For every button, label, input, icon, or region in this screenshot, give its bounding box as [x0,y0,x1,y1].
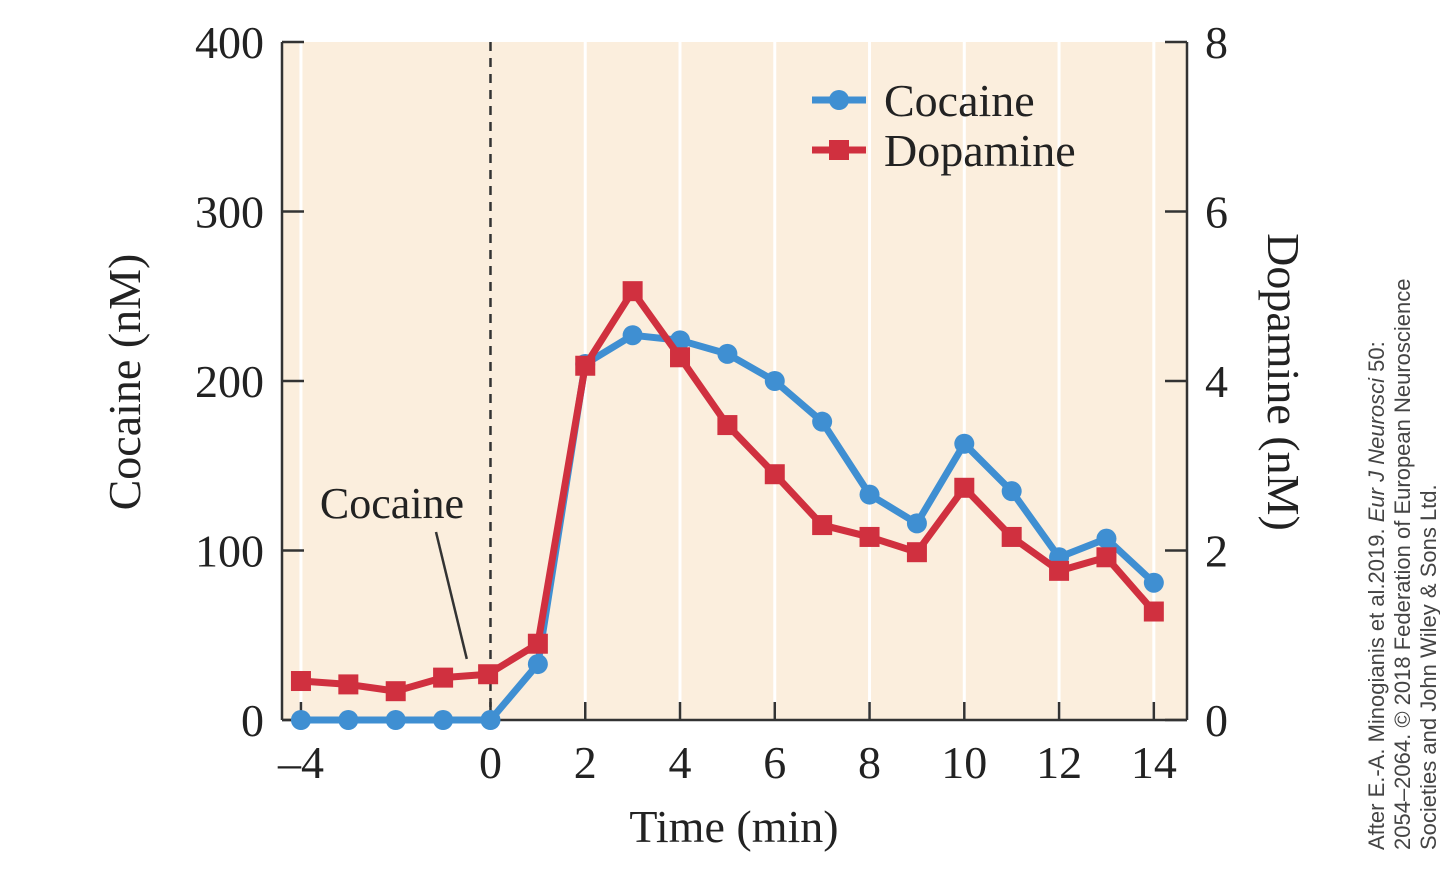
x-tick-label: 10 [941,737,987,788]
dopamine-point [1096,547,1117,568]
cocaine-point [527,654,548,675]
credit-line-1: After E.-A. Minogianis et al.2019. Eur J… [1364,341,1389,850]
dopamine-point [906,542,927,563]
credit-line-3: Societies and John Wiley & Sons Ltd. [1416,484,1440,850]
annotation: Cocaine [320,479,469,660]
y-right-tick-label: 6 [1205,187,1228,238]
dopamine-point [622,281,643,302]
dopamine-point [338,674,359,695]
cocaine-point [290,710,311,730]
dopamine-point [1001,526,1022,547]
y-left-tick-label: 300 [195,187,264,238]
x-tick-label: 6 [763,737,786,788]
y-right-tick-label: 4 [1205,356,1228,407]
series [290,281,1164,730]
credit-line-2: 2054–2064. © 2018 Federation of European… [1390,278,1415,850]
cocaine-point [812,411,833,432]
dopamine-point [478,664,499,685]
dopamine-point [764,464,785,485]
y-left-tick-label: 0 [241,695,264,746]
x-tick-label: –4 [277,737,324,788]
cocaine-point [954,433,975,454]
annotation-pointer [434,531,469,660]
y-right-tick-label: 8 [1205,17,1228,68]
x-tick-label: 14 [1131,737,1177,788]
y-left-tick-label: 100 [195,526,264,577]
legend: Cocaine Dopamine [812,75,1076,176]
cocaine-point [906,513,927,534]
annotation-cocaine-label: Cocaine [320,479,464,528]
dopamine-point [527,633,548,654]
cocaine-point [480,710,501,730]
dopamine-point [1143,601,1164,622]
legend-dopamine-marker [829,140,849,160]
dopamine-point [290,671,311,692]
dopamine-point [1049,560,1070,581]
cocaine-point [717,343,738,364]
y-axis-left-title: Cocaine (nM) [99,254,150,511]
cocaine-point [859,484,880,505]
x-axis-title: Time (min) [629,801,838,852]
cocaine-point [1096,528,1117,549]
cocaine-point [1001,481,1022,502]
dopamine-point [575,355,596,376]
cocaine-point [385,710,406,730]
y-left-tick-label: 400 [195,17,264,68]
x-tick-label: 12 [1036,737,1082,788]
y-left-tick-label: 200 [195,356,264,407]
dopamine-point [385,681,406,702]
dopamine-point [812,515,833,536]
dopamine-point [954,477,975,498]
dopamine-point [717,415,738,436]
cocaine-point [338,710,359,730]
credit-line: After E.-A. Minogianis et al.2019. Eur J… [1364,278,1440,850]
x-tick-label: 4 [669,737,692,788]
dopamine-point [433,667,454,688]
plot-background [282,42,1187,720]
y-axis-right-title: Dopamine (nM) [1258,233,1309,531]
x-tick-label: 8 [858,737,881,788]
cocaine-point [764,371,785,391]
axes: –4 0 2 4 6 8 10 12 14 0 100 200 300 400 0 2 4 6 8 [195,17,1228,788]
y-right-tick-label: 0 [1205,695,1228,746]
dopamine-point [859,526,880,547]
cocaine-point [433,710,454,730]
y-right-tick-label: 2 [1205,526,1228,577]
x-tick-label: 2 [574,737,597,788]
dopamine-point [670,347,691,368]
x-tick-label: 0 [479,737,502,788]
legend-dopamine-label: Dopamine [884,125,1076,176]
legend-cocaine-label: Cocaine [884,75,1035,126]
legend-cocaine-marker [829,90,849,110]
cocaine-point [622,325,643,346]
cocaine-point [1143,572,1164,593]
